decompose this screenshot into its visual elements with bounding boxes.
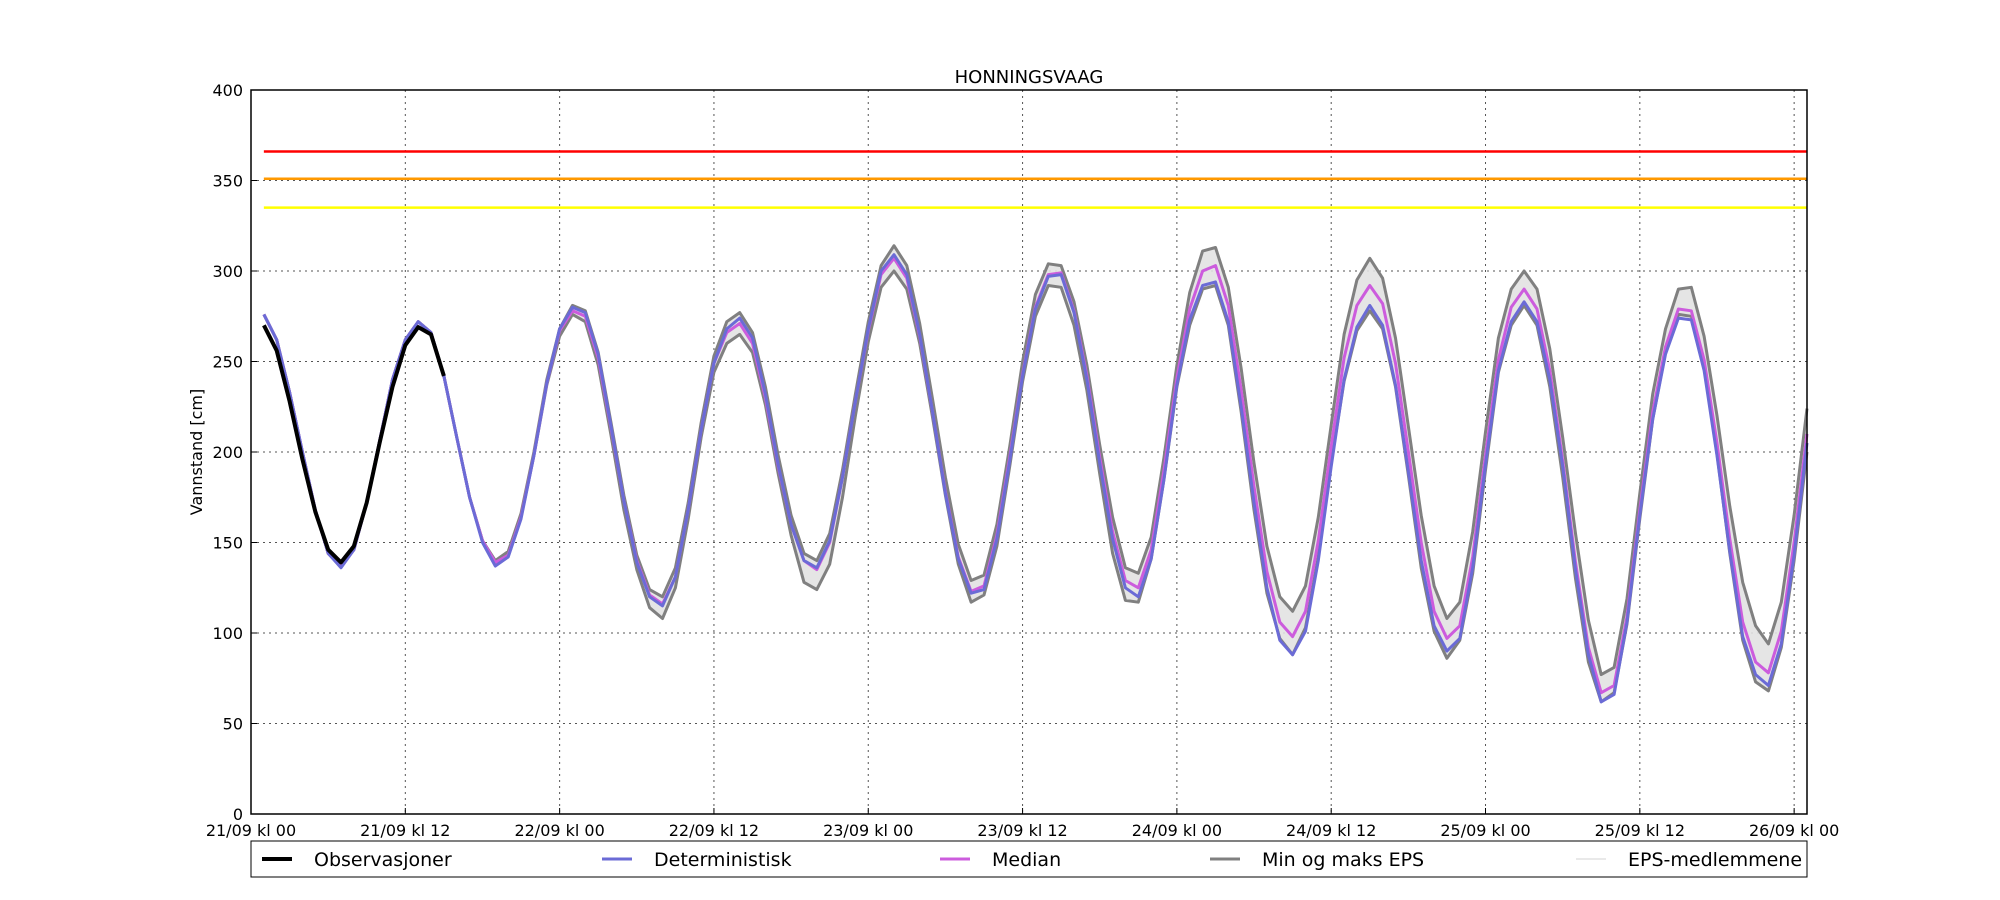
- legend-label: Min og maks EPS: [1262, 849, 1424, 871]
- x-tick-label: 22/09 kl 12: [669, 821, 759, 840]
- x-tick-label: 21/09 kl 12: [360, 821, 450, 840]
- y-tick-label: 300: [212, 262, 243, 281]
- y-tick-label: 0: [233, 805, 243, 824]
- y-tick-label: 250: [212, 353, 243, 372]
- deterministic-line: [262, 253, 1809, 704]
- x-tick-label: 24/09 kl 00: [1132, 821, 1222, 840]
- series-lines: [262, 244, 1809, 704]
- y-axis-ticks: 0 50 100 150 200 250 300 350 400: [212, 81, 257, 824]
- legend-label: Observasjoner: [314, 849, 452, 871]
- y-axis-label: Vannstand [cm]: [187, 389, 206, 515]
- x-tick-label: 26/09 kl 00: [1749, 821, 1839, 840]
- y-tick-label: 200: [212, 443, 243, 462]
- plot-background: [251, 90, 1807, 814]
- legend-median: Median: [940, 849, 1061, 871]
- y-tick-label: 350: [212, 172, 243, 191]
- chart-title: HONNINGSVAAG: [955, 67, 1104, 88]
- legend: Observasjoner Deterministisk Median Min og …: [250, 840, 1808, 878]
- threshold-lines: [263, 150, 1807, 209]
- legend-label: Deterministisk: [654, 849, 792, 871]
- legend-eps-members: EPS-medlemmene: [1576, 849, 1802, 871]
- x-tick-label: 23/09 kl 00: [823, 821, 913, 840]
- legend-label: EPS-medlemmene: [1628, 849, 1802, 871]
- y-tick-label: 400: [212, 81, 243, 100]
- x-tick-label: 21/09 kl 00: [206, 821, 296, 840]
- x-tick-label: 22/09 kl 00: [514, 821, 604, 840]
- legend-deterministic: Deterministisk: [602, 849, 792, 871]
- x-tick-label: 24/09 kl 12: [1286, 821, 1376, 840]
- legend-eps-minmax: Min og maks EPS: [1210, 849, 1424, 871]
- legend-frame: [250, 840, 1808, 878]
- legend-label: Median: [992, 849, 1061, 871]
- legend-observations: Observasjoner: [262, 849, 452, 871]
- x-tick-label: 25/09 kl 00: [1440, 821, 1530, 840]
- y-tick-label: 100: [212, 624, 243, 643]
- observations-line: [262, 324, 446, 565]
- y-tick-label: 50: [223, 715, 243, 734]
- x-tick-label: 25/09 kl 12: [1595, 821, 1685, 840]
- x-axis-ticks: 21/09 kl 00 21/09 kl 12 22/09 kl 00 22/09 k…: [206, 808, 1839, 840]
- x-tick-label: 23/09 kl 12: [977, 821, 1067, 840]
- y-tick-label: 150: [212, 534, 243, 553]
